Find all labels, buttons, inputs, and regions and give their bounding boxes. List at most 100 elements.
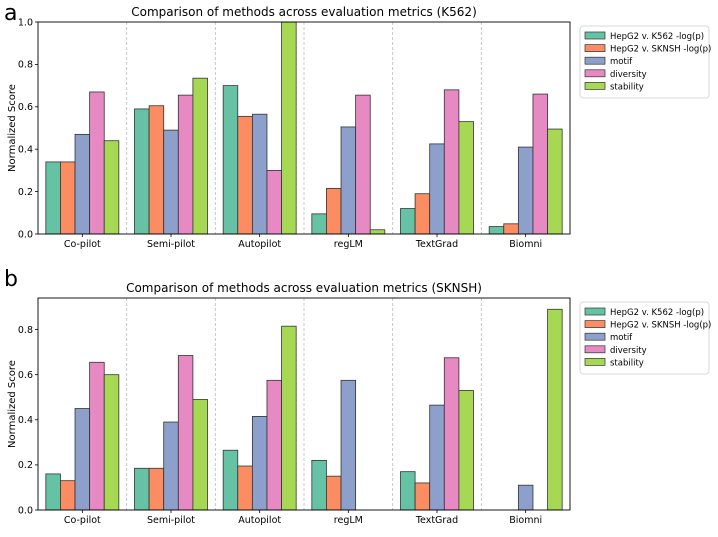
y-axis-label: Normalized Score [7,84,18,172]
bar [89,91,105,235]
legend-swatch [584,320,606,328]
x-tick-label: regLM [334,515,363,526]
chart-panel-b: b Comparison of methods across evaluation… [4,267,711,526]
x-tick-label: Autopilot [238,239,281,250]
plot-frame [37,21,571,235]
bar [134,108,150,235]
bar [237,115,253,235]
x-tick-label: Semi-pilot [147,239,195,250]
bar [458,121,474,235]
bar [414,193,431,235]
bar [251,113,268,235]
bar [222,449,239,511]
y-tick-label: 0.4 [18,415,33,426]
bar [281,21,297,235]
y-tick-label: 0.0 [18,505,33,516]
bar [266,169,282,235]
legend-label: diversity [610,346,647,356]
bar [355,94,371,235]
legend-label: HepG2 v. K562 -log(p) [610,32,704,42]
y-tick-label: 0.4 [18,145,33,156]
y-tick-label: 0.2 [18,460,33,471]
bar [340,126,357,235]
bar [503,223,519,235]
chart-panel-a: a Comparison of methods across evaluation… [4,1,711,250]
bar [532,93,548,235]
bar [192,77,208,235]
x-tick-label: Biomni [509,239,542,250]
bar [400,471,416,511]
bar [89,361,105,511]
bar [547,128,563,235]
bar [400,208,416,235]
x-tick-label: TextGrad [415,239,458,250]
bar [74,133,91,235]
y-tick-label: 0.6 [18,370,33,381]
y-tick-label: 0.6 [18,102,33,113]
bar [340,379,357,511]
x-tick-label: Autopilot [238,515,281,526]
bar [266,379,282,511]
y-tick-label: 0.8 [18,325,33,336]
legend: HepG2 v. K562 -log(p) HepG2 v. SKNSH -log… [579,25,711,99]
x-tick-label: Co-pilot [64,239,101,250]
bar [517,146,534,235]
bar [222,85,239,235]
legend: HepG2 v. K562 -log(p) HepG2 v. SKNSH -log… [579,301,711,375]
legend-swatch [584,332,606,341]
chart-title: Comparison of methods across evaluation … [126,281,482,295]
legend-swatch [584,307,606,316]
bar [134,467,150,511]
bar [74,408,91,511]
x-tick-label: Biomni [509,515,542,526]
bar [443,357,460,511]
bar [414,482,431,511]
legend-label: diversity [610,70,647,80]
panel-label: b [4,267,18,292]
x-tick-label: Semi-pilot [147,515,195,526]
bar [103,374,120,511]
legend-swatch [584,69,606,78]
bar [45,161,61,235]
legend-swatch [584,44,606,52]
plot-frame [37,297,571,511]
legend-swatch [584,82,606,90]
legend-box [579,25,710,99]
bar [311,459,327,511]
legend-label: stability [610,358,644,368]
bar [148,105,165,235]
bar [443,89,460,235]
legend-swatch [584,56,606,65]
y-tick-label: 0.2 [18,187,33,198]
bar [281,325,297,511]
legend-swatch [584,345,606,354]
bar [488,226,505,235]
bar [192,399,208,511]
legend-swatch [584,358,606,366]
bar [163,421,179,511]
panel-label: a [4,1,17,26]
bar [311,213,327,235]
bar [326,475,342,511]
y-axis-label: Normalized Score [7,360,18,448]
bar [517,484,534,511]
bar [369,229,386,235]
bar [177,94,194,235]
bar [148,467,165,511]
bar [429,404,445,511]
legend-label: motif [610,333,633,343]
bar [326,188,342,235]
x-tick-label: Co-pilot [64,515,101,526]
bar [429,143,445,235]
legend-label: HepG2 v. SKNSH -log(p) [610,321,711,331]
chart-title: Comparison of methods across evaluation … [131,5,477,19]
bar [458,390,474,511]
legend-label: stability [610,82,644,92]
bar [237,465,253,511]
legend-label: HepG2 v. SKNSH -log(p) [610,45,711,55]
bar [60,161,76,235]
legend-box [579,301,710,375]
bar [103,140,120,235]
bar [547,308,563,511]
